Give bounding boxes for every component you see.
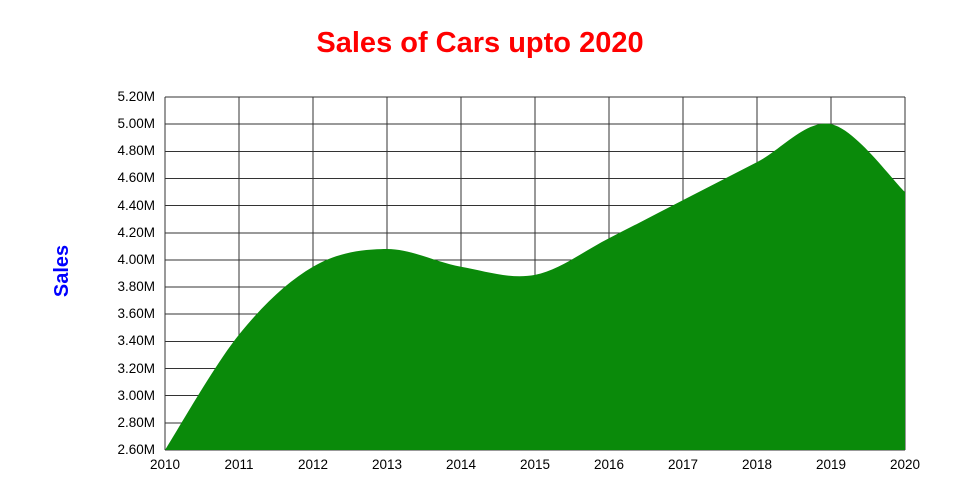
x-tick-label: 2020 xyxy=(889,457,921,472)
y-tick-label: 2.80M xyxy=(117,414,155,430)
x-tick-label: 2014 xyxy=(445,457,477,472)
y-tick-label: 4.40M xyxy=(117,197,155,213)
x-tick-label: 2013 xyxy=(371,457,403,472)
y-tick-label: 3.80M xyxy=(117,279,155,295)
y-tick-label: 2.60M xyxy=(117,442,155,457)
y-tick-label: 3.60M xyxy=(117,306,155,322)
x-tick-label: 2015 xyxy=(519,457,551,472)
x-tick-label: 2016 xyxy=(593,457,625,472)
y-tick-label: 4.20M xyxy=(117,224,155,240)
y-tick-label: 4.60M xyxy=(117,170,155,186)
x-tick-label: 2012 xyxy=(297,457,329,472)
y-tick-label: 5.20M xyxy=(117,89,155,104)
area-series xyxy=(165,123,905,450)
chart-title: Sales of Cars upto 2020 xyxy=(316,27,644,59)
y-tick-label: 4.80M xyxy=(117,143,155,159)
y-tick-label: 3.40M xyxy=(117,333,155,349)
x-tick-label: 2011 xyxy=(224,457,254,472)
x-tick-label: 2010 xyxy=(149,457,181,472)
x-tick-label: 2017 xyxy=(667,457,699,472)
plot-area xyxy=(164,96,906,451)
y-tick-label: 3.00M xyxy=(117,387,155,403)
y-tick-label: 5.00M xyxy=(117,116,155,132)
y-tick-label: 4.00M xyxy=(117,251,155,267)
y-tick-label: 3.20M xyxy=(117,360,155,376)
x-tick-label: 2018 xyxy=(741,457,773,472)
x-tick-label: 2019 xyxy=(815,457,847,472)
